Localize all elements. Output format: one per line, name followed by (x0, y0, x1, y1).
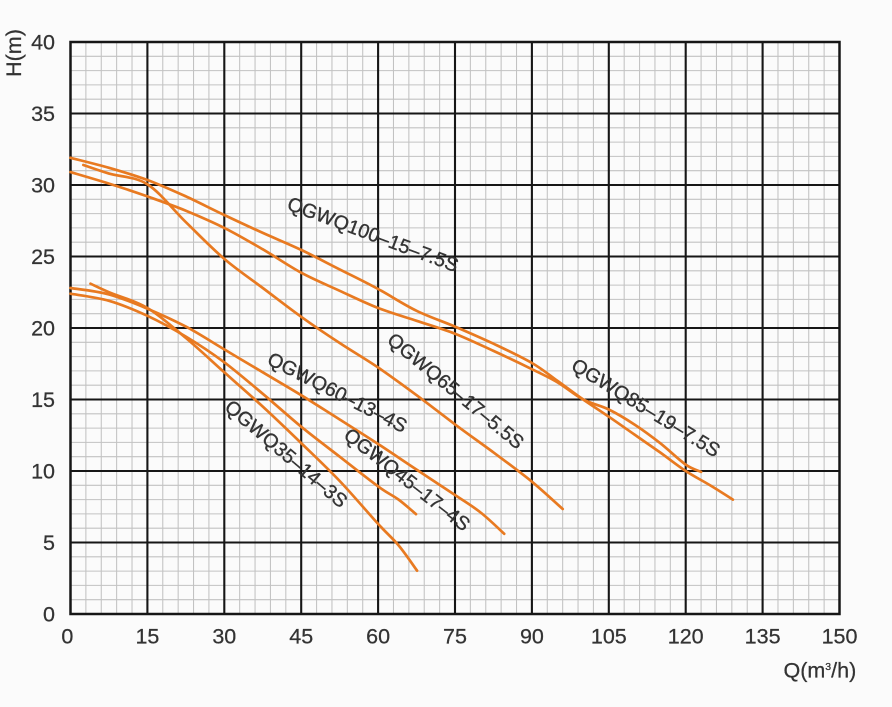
svg-text:Q(m3/h): Q(m3/h) (784, 659, 857, 683)
svg-text:45: 45 (289, 624, 313, 648)
svg-text:30: 30 (31, 174, 55, 198)
svg-text:20: 20 (31, 317, 55, 341)
svg-text:0: 0 (43, 603, 55, 627)
svg-text:90: 90 (520, 624, 544, 648)
svg-text:0: 0 (61, 624, 73, 648)
svg-text:QGWQ45–17–4S: QGWQ45–17–4S (339, 424, 474, 536)
svg-text:5: 5 (43, 531, 55, 555)
svg-text:H(m): H(m) (2, 29, 26, 77)
svg-text:105: 105 (591, 624, 627, 648)
svg-text:10: 10 (31, 460, 55, 484)
svg-text:30: 30 (212, 624, 236, 648)
svg-text:40: 40 (31, 31, 55, 55)
svg-text:15: 15 (31, 388, 55, 412)
svg-text:135: 135 (745, 624, 781, 648)
svg-text:QGWQ100–15–7.5S: QGWQ100–15–7.5S (284, 193, 461, 277)
svg-text:25: 25 (31, 245, 55, 269)
svg-text:75: 75 (443, 624, 467, 648)
svg-text:60: 60 (366, 624, 390, 648)
svg-text:35: 35 (31, 102, 55, 126)
svg-text:15: 15 (135, 624, 159, 648)
svg-text:120: 120 (668, 624, 704, 648)
svg-text:150: 150 (822, 624, 858, 648)
